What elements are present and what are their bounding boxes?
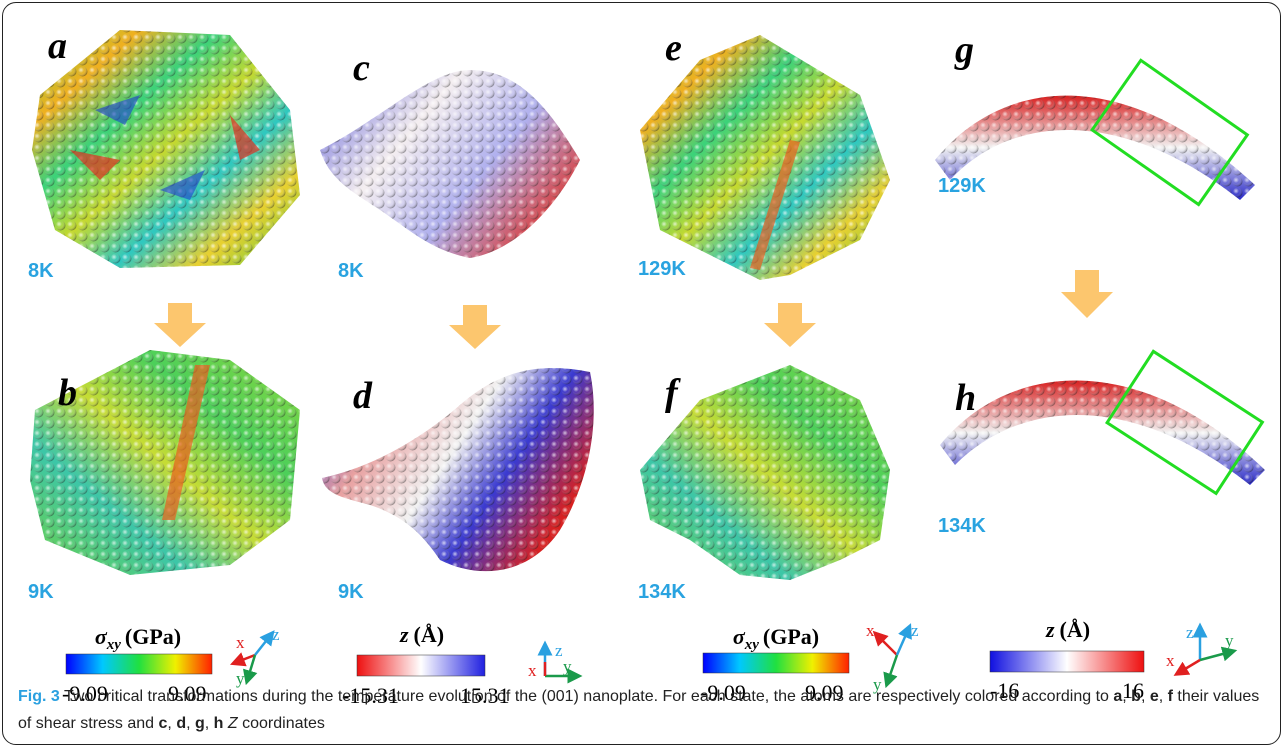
triad-label: y <box>1225 631 1234 650</box>
caption-text: a <box>1113 688 1123 705</box>
colorbar-min: -9.09 <box>62 681 108 706</box>
caption-text: , <box>1158 688 1168 705</box>
colorbar-title: σxy (GPa) <box>95 624 181 653</box>
panel-letter: f <box>665 372 681 414</box>
caption-text: , <box>204 715 214 732</box>
triad-label: x <box>528 661 537 680</box>
panel-letter: e <box>665 27 682 69</box>
colorbar-title: σxy (GPa) <box>733 624 819 653</box>
panel-letter: d <box>353 375 373 417</box>
atom-cluster-e <box>640 35 890 280</box>
caption-text: Two critical transformations during the … <box>59 688 1114 705</box>
colorbar-symbol: σ <box>95 624 108 649</box>
atom-cluster-f <box>640 365 890 580</box>
triad-label: x <box>1166 651 1175 670</box>
colorbar-unit: (GPa) <box>125 624 181 649</box>
colorbar-min: -15.31 <box>342 683 399 708</box>
caption-text: c <box>158 715 168 732</box>
triad-label: x <box>866 621 875 640</box>
triad-label: y <box>563 657 572 676</box>
transition-arrows <box>154 270 1113 349</box>
colorbar-min: -16 <box>990 678 1019 703</box>
temperature-label: 8K <box>28 260 54 282</box>
caption-label: Fig. 3 <box>18 688 60 705</box>
triad-label: z <box>555 641 563 660</box>
colorbar-symbol: σ <box>733 624 746 649</box>
colorbar-symbol: z <box>1045 617 1055 642</box>
colorbar: σxy (GPa) -9.09 9.09 <box>62 624 213 706</box>
panel-letter: b <box>58 372 77 414</box>
colorbar-title: z (Å) <box>399 622 444 647</box>
caption-text: g <box>194 715 205 732</box>
caption-text: , <box>1140 688 1150 705</box>
atom-cluster-h <box>940 349 1265 496</box>
caption-text: Z <box>227 715 238 732</box>
temperature-label: 134K <box>938 515 986 537</box>
triad-label: y <box>873 675 882 694</box>
caption-text: d <box>176 715 187 732</box>
colorbar-title: z (Å) <box>1045 617 1090 642</box>
triad-label: z <box>272 625 280 644</box>
caption-text: b <box>1131 688 1141 705</box>
colorbar-unit: (Å) <box>414 622 445 647</box>
colorbar-subscript: xy <box>106 637 122 653</box>
caption-text: , <box>1122 688 1132 705</box>
atom-cluster-c <box>320 70 580 258</box>
caption-text: f <box>1167 688 1173 705</box>
axis-triad: x z y <box>866 621 919 694</box>
triad-label: z <box>1186 623 1194 642</box>
colorbar-subscript: xy <box>744 637 760 653</box>
axis-triad: x z y <box>230 625 280 688</box>
atom-cluster-d <box>322 368 594 572</box>
temperature-label: 134K <box>638 581 686 603</box>
figure-caption: Fig. 3 Two critical transformations duri… <box>18 683 1268 737</box>
panel-letter: g <box>954 29 974 71</box>
temperature-label: 129K <box>938 175 986 197</box>
colorbar: z (Å) -15.31 15.31 <box>342 622 510 708</box>
colorbar-max: 15.31 <box>460 683 510 708</box>
colorbar-max: 16 <box>1122 678 1144 703</box>
panel-letter: h <box>955 377 976 419</box>
temperature-label: 8K <box>338 260 364 282</box>
colorbar: z (Å) -16 16 <box>989 617 1145 703</box>
triad-label: z <box>911 621 919 640</box>
colorbar-symbol: z <box>399 622 409 647</box>
caption-text: e <box>1149 688 1159 705</box>
panel-letter: a <box>48 25 67 67</box>
caption-text: their values of shear stress and <box>18 688 1260 732</box>
temperature-label: 9K <box>338 581 364 603</box>
colorbar: σxy (GPa) -9.09 9.09 <box>700 624 850 705</box>
colorbar-unit: (Å) <box>1060 617 1091 642</box>
colorbar-unit: (GPa) <box>763 624 819 649</box>
temperature-label: 129K <box>638 258 686 280</box>
caption-text: , <box>167 715 177 732</box>
atom-cluster-a <box>32 30 300 268</box>
colorbar-max: 9.09 <box>805 680 844 705</box>
colorbar-min: -9.09 <box>700 680 746 705</box>
colorbar-max: 9.09 <box>168 681 207 706</box>
panel-letter: c <box>353 47 370 89</box>
triad-label: x <box>236 633 245 652</box>
atom-cluster-g <box>935 58 1255 207</box>
axis-triad: z x y <box>1166 622 1238 676</box>
caption-text: h <box>213 715 224 732</box>
caption-text: , <box>186 715 195 732</box>
triad-label: y <box>236 669 245 688</box>
caption-text: coordinates <box>237 715 325 732</box>
atom-cluster-b <box>30 350 300 575</box>
temperature-label: 9K <box>28 581 54 603</box>
axis-triad: z x y <box>528 640 583 684</box>
